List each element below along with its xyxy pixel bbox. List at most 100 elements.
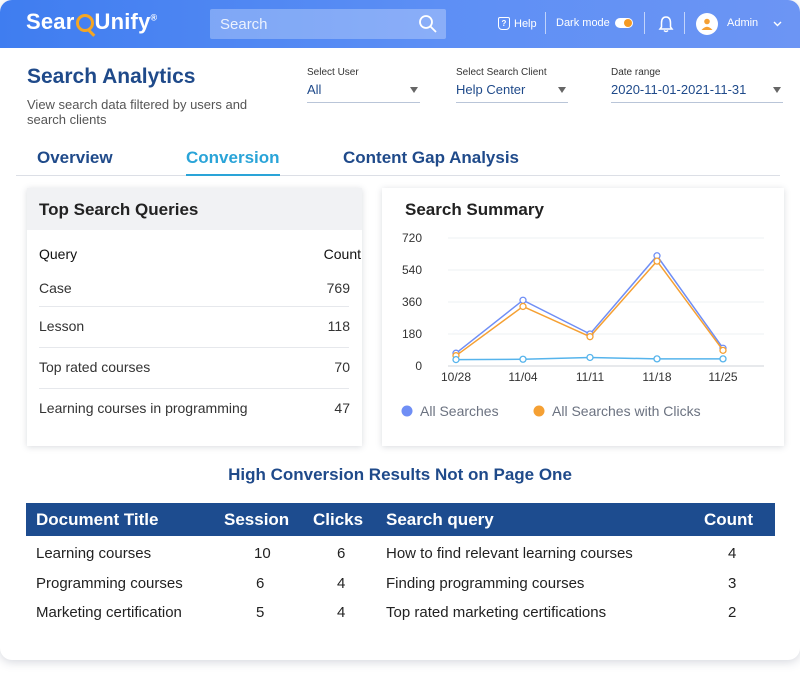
count-value: 2 [728, 604, 737, 621]
column-header-document-title: Document Title [36, 510, 159, 529]
column-header-count: Count [323, 246, 361, 262]
data-point [519, 302, 527, 311]
query-count: 70 [334, 359, 350, 375]
tab-conversion[interactable]: Conversion [186, 148, 280, 176]
caret-down-icon [773, 87, 781, 93]
toggle-switch[interactable] [614, 18, 633, 28]
conversion-table-header: Document Title Session Clicks Search que… [26, 503, 775, 536]
query-count: 47 [334, 400, 350, 416]
tab-content-gap-analysis[interactable]: Content Gap Analysis [343, 148, 520, 167]
chart-title: Search Summary [405, 200, 544, 219]
page-subtitle: View search data filtered by users and s… [27, 97, 248, 127]
filter-label: Select Search Client [456, 67, 547, 78]
row-divider [39, 306, 349, 307]
y-tick-label: 360 [402, 295, 422, 309]
document-title: Learning courses [36, 545, 152, 562]
global-search-input[interactable] [210, 9, 446, 39]
count-value: 3 [728, 575, 737, 592]
search-summary-chart: 0 180 360 540 720 10/28 11/04 11/11 11/18 11/25 Al… [401, 231, 764, 419]
session-value: 5 [256, 604, 265, 621]
x-tick-label: 10/28 [441, 370, 471, 384]
data-point [653, 257, 661, 265]
document-title: Programming courses [36, 575, 183, 592]
data-point [519, 355, 527, 363]
list-item[interactable]: Top rated courses 70 [39, 359, 350, 375]
caret-down-icon [558, 87, 566, 93]
select-user-dropdown[interactable]: All [307, 82, 420, 103]
x-tick-label: 11/11 [576, 370, 605, 384]
query-count: 118 [327, 318, 350, 334]
date-range-filter[interactable]: Date range 2020-11-01-2021-11-31 [611, 67, 783, 103]
filter-label: Select User [307, 67, 359, 78]
row-divider [39, 347, 349, 348]
document-title: Marketing certification [36, 604, 182, 621]
column-header-count: Count [704, 510, 754, 529]
select-search-client-filter[interactable]: Select Search Client Help Center [456, 67, 568, 103]
searchunify-logo[interactable]: Sear Unify® [26, 9, 158, 34]
date-range-dropdown[interactable]: 2020-11-01-2021-11-31 [611, 82, 783, 103]
count-value: 4 [728, 545, 737, 562]
help-label: Help [514, 17, 537, 30]
bell-icon[interactable] [658, 15, 674, 33]
column-header-query: Query [39, 246, 78, 262]
clicks-value: 4 [337, 575, 346, 592]
list-item[interactable]: Learning courses in programming 47 [39, 400, 350, 416]
tab-overview[interactable]: Overview [37, 148, 113, 167]
divider [545, 12, 546, 34]
legend-label: All Searches with Clicks [552, 403, 701, 419]
select-user-filter[interactable]: Select User All [307, 67, 420, 103]
data-point [519, 296, 527, 304]
data-point [452, 355, 460, 364]
search-query: Finding programming courses [386, 575, 585, 592]
table-header: Query Count [39, 246, 361, 262]
data-point [719, 355, 727, 363]
legend-label: All Searches [420, 403, 499, 419]
search-query: How to find relevant learning courses [386, 545, 633, 562]
query-count: 769 [326, 280, 350, 296]
person-icon [701, 18, 713, 30]
dark-mode-toggle[interactable]: Dark mode [556, 17, 633, 29]
search-query: Top rated marketing certifications [386, 604, 607, 621]
help-link[interactable]: ? Help [498, 17, 537, 30]
session-value: 6 [256, 575, 265, 592]
data-point [586, 333, 594, 341]
y-tick-label: 720 [402, 231, 422, 245]
list-item[interactable]: Case 769 [39, 280, 350, 296]
data-point [719, 346, 727, 355]
dark-mode-label: Dark mode [556, 17, 610, 29]
query-text: Lesson [39, 318, 85, 334]
chevron-down-icon[interactable] [773, 19, 782, 28]
user-name[interactable]: Admin [727, 17, 759, 29]
caret-down-icon [410, 87, 418, 93]
session-value: 10 [254, 545, 271, 562]
divider [684, 12, 685, 34]
x-tick-label: 11/25 [708, 370, 737, 384]
data-point [586, 353, 594, 362]
query-text: Case [39, 280, 72, 296]
help-icon: ? [498, 17, 510, 30]
select-search-client-dropdown[interactable]: Help Center [456, 82, 568, 103]
column-header-clicks: Clicks [313, 510, 364, 529]
legend-marker [533, 405, 545, 417]
x-tick-label: 11/18 [642, 370, 671, 384]
y-tick-label: 180 [402, 327, 422, 341]
legend-marker [401, 405, 413, 417]
top-search-queries-card: Top Search Queries Query Count Case 769 … [27, 188, 362, 446]
user-avatar-icon[interactable] [696, 13, 718, 35]
row-divider [39, 388, 349, 389]
logo-magnifier-icon [75, 14, 94, 32]
series-line-1 [455, 259, 724, 357]
divider [644, 12, 645, 34]
y-tick-label: 540 [402, 263, 422, 277]
clicks-value: 4 [337, 604, 346, 621]
data-point [653, 355, 661, 363]
column-header-session: Session [224, 510, 290, 529]
list-item[interactable]: Lesson 118 [39, 318, 350, 334]
query-text: Top rated courses [39, 359, 151, 375]
search-summary-card: Search Summary 0 180 360 540 720 10/28 11/04 11… [382, 188, 784, 446]
section-title: High Conversion Results Not on Page One [228, 465, 572, 484]
search-icon[interactable] [418, 14, 438, 34]
y-tick-label: 0 [415, 359, 422, 373]
